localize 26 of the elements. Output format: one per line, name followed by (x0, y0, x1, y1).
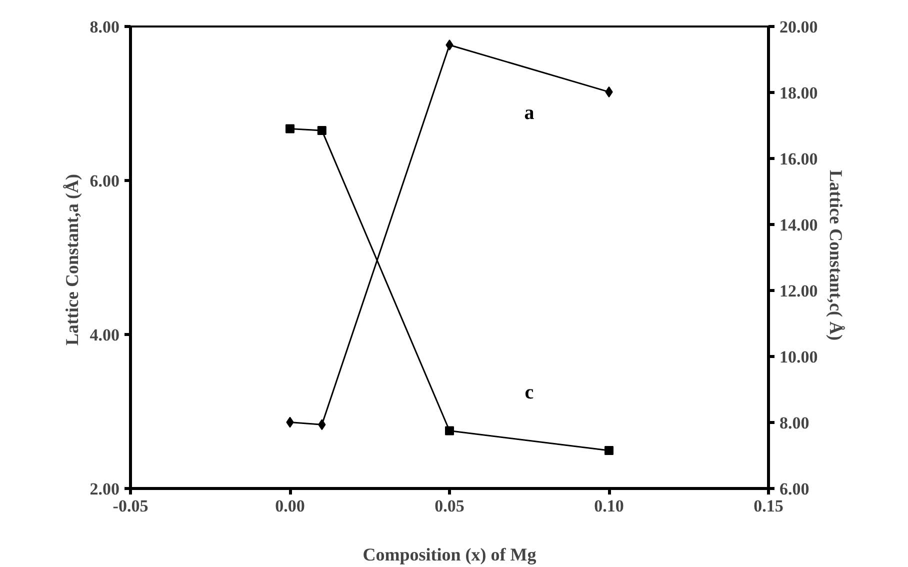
x-tick-label: 0.10 (594, 496, 624, 516)
y2-tick-label: 8.00 (780, 414, 810, 432)
y2-tick-label: 12.00 (780, 282, 818, 300)
y-axis-title: Lattice Constant,a (Å) (62, 174, 82, 346)
y2-tick-label: 20.00 (780, 18, 818, 36)
y-tick-label: 2.00 (90, 480, 120, 498)
y-tick-label: 6.00 (90, 172, 120, 190)
point (445, 426, 454, 436)
series-label: a (524, 102, 534, 124)
y2-tick-label: 6.00 (780, 480, 810, 498)
point (286, 124, 294, 134)
point (317, 126, 326, 135)
x-tick-label: -0.05 (112, 496, 148, 516)
x-tick-label: 0.05 (434, 496, 464, 516)
x-axis-title: Composition (x) of Mg (362, 544, 536, 564)
x-tick-label: 0.15 (754, 496, 784, 516)
y2-axis-title: Lattice Constant,c( Å) (826, 170, 846, 340)
y2-tick-label: 10.00 (780, 348, 818, 366)
y2-tick-label: 14.00 (780, 216, 818, 234)
y-tick-label: 8.00 (90, 18, 120, 36)
y2-tick-label: 16.00 (780, 150, 818, 168)
point (604, 446, 614, 456)
x-tick-label: 0.00 (275, 496, 305, 516)
series-label: c (524, 382, 534, 404)
y2-tick-label: 18.00 (780, 84, 818, 102)
y-tick-label: 4.00 (90, 326, 120, 344)
